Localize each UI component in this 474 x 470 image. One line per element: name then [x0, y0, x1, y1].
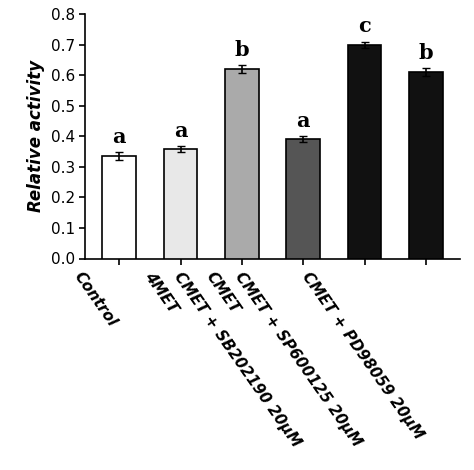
Text: b: b [235, 40, 249, 60]
Text: a: a [174, 121, 187, 141]
Bar [348, 45, 382, 258]
Text: a: a [296, 111, 310, 131]
Bar [225, 69, 259, 258]
Bar [409, 72, 443, 258]
Text: a: a [112, 127, 126, 147]
Y-axis label: Relative activity: Relative activity [27, 60, 45, 212]
Bar [102, 156, 136, 258]
Bar [286, 139, 320, 258]
Text: b: b [419, 43, 433, 63]
Bar [164, 149, 197, 258]
Text: c: c [358, 16, 371, 36]
